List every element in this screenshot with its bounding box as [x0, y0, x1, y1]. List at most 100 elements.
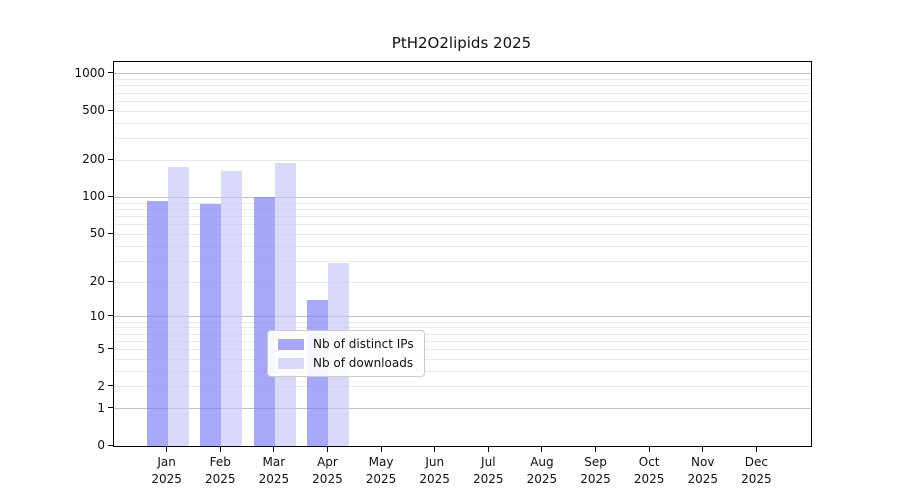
- legend-swatch: [278, 338, 304, 350]
- y-tick-mark: [108, 407, 113, 409]
- y-tick-label: 10: [89, 308, 105, 323]
- bar-nb-of-distinct-ips-jan: [146, 201, 168, 446]
- legend-label: Nb of downloads: [313, 356, 414, 370]
- y-tick-mark: [108, 348, 113, 349]
- x-tick-year: 2025: [473, 472, 504, 486]
- minor-gridline: [114, 224, 811, 226]
- y-tick-mark: [108, 195, 113, 197]
- x-tick-mark: [595, 447, 597, 452]
- minor-gridline: [114, 321, 811, 323]
- y-tick-label: 1: [97, 400, 105, 415]
- x-tick-mark: [434, 447, 436, 452]
- x-tick-year: 2025: [204, 472, 236, 486]
- x-tick-label-apr: Apr 2025: [295, 454, 359, 488]
- major-gridline: [114, 73, 811, 75]
- y-tick-mark: [108, 385, 113, 387]
- x-tick-mark: [219, 447, 221, 452]
- minor-gridline: [114, 245, 811, 247]
- minor-gridline: [114, 85, 811, 87]
- legend-label: Nb of distinct IPs: [313, 337, 414, 351]
- x-tick-year: 2025: [633, 472, 665, 486]
- x-tick-month: Oct: [638, 455, 660, 469]
- bar-nb-of-downloads-feb: [221, 170, 243, 446]
- minor-gridline: [114, 92, 811, 94]
- x-tick-month: Mar: [262, 455, 286, 469]
- y-tick-label: 100: [82, 189, 105, 204]
- minor-gridline: [114, 138, 811, 140]
- minor-gridline: [114, 358, 811, 360]
- bar-nb-of-downloads-jan: [167, 167, 189, 446]
- x-tick-month: Aug: [530, 455, 554, 469]
- x-tick-month: Nov: [691, 455, 715, 469]
- legend-row-nb-of-downloads: Nb of downloads: [278, 356, 414, 370]
- plot-area: [113, 61, 812, 447]
- x-tick-label-nov: Nov 2025: [671, 454, 735, 488]
- minor-gridline: [114, 260, 811, 262]
- legend-row-nb-of-distinct-ips: Nb of distinct IPs: [278, 337, 414, 351]
- x-tick-mark: [702, 447, 704, 452]
- x-tick-year: 2025: [741, 472, 772, 486]
- minor-gridline: [114, 233, 811, 235]
- y-tick-mark: [108, 109, 113, 111]
- minor-gridline: [114, 208, 811, 210]
- minor-gridline: [114, 79, 811, 81]
- legend: Nb of distinct IPs Nb of downloads: [267, 330, 425, 377]
- x-tick-year: 2025: [151, 472, 182, 486]
- y-tick-label: 5: [97, 341, 105, 356]
- minor-gridline: [114, 340, 811, 342]
- y-tick-label: 20: [89, 274, 105, 289]
- x-tick-mark: [487, 447, 489, 452]
- x-tick-month: Jan: [157, 455, 176, 469]
- minor-gridline: [114, 110, 811, 112]
- major-gridline: [114, 196, 811, 198]
- y-tick-label: 0: [97, 438, 105, 452]
- y-tick-label: 1000: [74, 65, 105, 80]
- x-tick-label-feb: Feb 2025: [188, 454, 252, 488]
- y-tick-label: 200: [82, 152, 105, 167]
- minor-gridline: [114, 327, 811, 329]
- y-tick-label: 2: [97, 378, 105, 393]
- x-tick-label-dec: Dec 2025: [724, 454, 788, 488]
- x-tick-label-oct: Oct 2025: [617, 454, 681, 488]
- minor-gridline: [114, 370, 811, 372]
- x-tick-label-sep: Sep 2025: [564, 454, 628, 488]
- minor-gridline: [114, 159, 811, 161]
- x-tick-month: May: [368, 455, 394, 469]
- x-tick-label-jan: Jan 2025: [135, 454, 199, 488]
- y-tick-mark: [108, 158, 113, 160]
- minor-gridline: [114, 333, 811, 335]
- x-tick-mark: [648, 447, 650, 452]
- bar-nb-of-distinct-ips-feb: [200, 203, 222, 446]
- minor-gridline: [114, 281, 811, 283]
- minor-gridline: [114, 215, 811, 217]
- x-tick-mark: [541, 447, 543, 452]
- minor-gridline: [114, 349, 811, 350]
- x-tick-year: 2025: [580, 472, 611, 486]
- x-tick-month: Feb: [209, 455, 231, 469]
- x-tick-month: Sep: [584, 455, 607, 469]
- x-tick-year: 2025: [687, 472, 719, 486]
- x-tick-year: 2025: [419, 472, 450, 486]
- x-tick-label-aug: Aug 2025: [510, 454, 574, 488]
- x-tick-year: 2025: [365, 472, 397, 486]
- major-gridline: [114, 408, 811, 410]
- minor-gridline: [114, 100, 811, 102]
- x-tick-year: 2025: [526, 472, 558, 486]
- x-tick-label-mar: Mar 2025: [242, 454, 306, 488]
- chart-title: PtH2O2lipids 2025: [391, 34, 532, 52]
- y-tick-mark: [108, 280, 113, 282]
- x-tick-month: Dec: [744, 455, 768, 469]
- y-tick-mark: [108, 72, 113, 74]
- x-tick-mark: [326, 447, 328, 452]
- x-tick-month: Apr: [317, 455, 338, 469]
- x-tick-label-jun: Jun 2025: [403, 454, 467, 488]
- x-tick-year: 2025: [258, 472, 290, 486]
- x-tick-mark: [380, 447, 382, 452]
- x-tick-mark: [755, 447, 757, 452]
- x-tick-mark: [166, 447, 168, 452]
- minor-gridline: [114, 202, 811, 204]
- y-tick-label: 50: [89, 226, 105, 241]
- y-tick-mark: [108, 444, 113, 446]
- x-tick-label-jul: Jul 2025: [456, 454, 520, 488]
